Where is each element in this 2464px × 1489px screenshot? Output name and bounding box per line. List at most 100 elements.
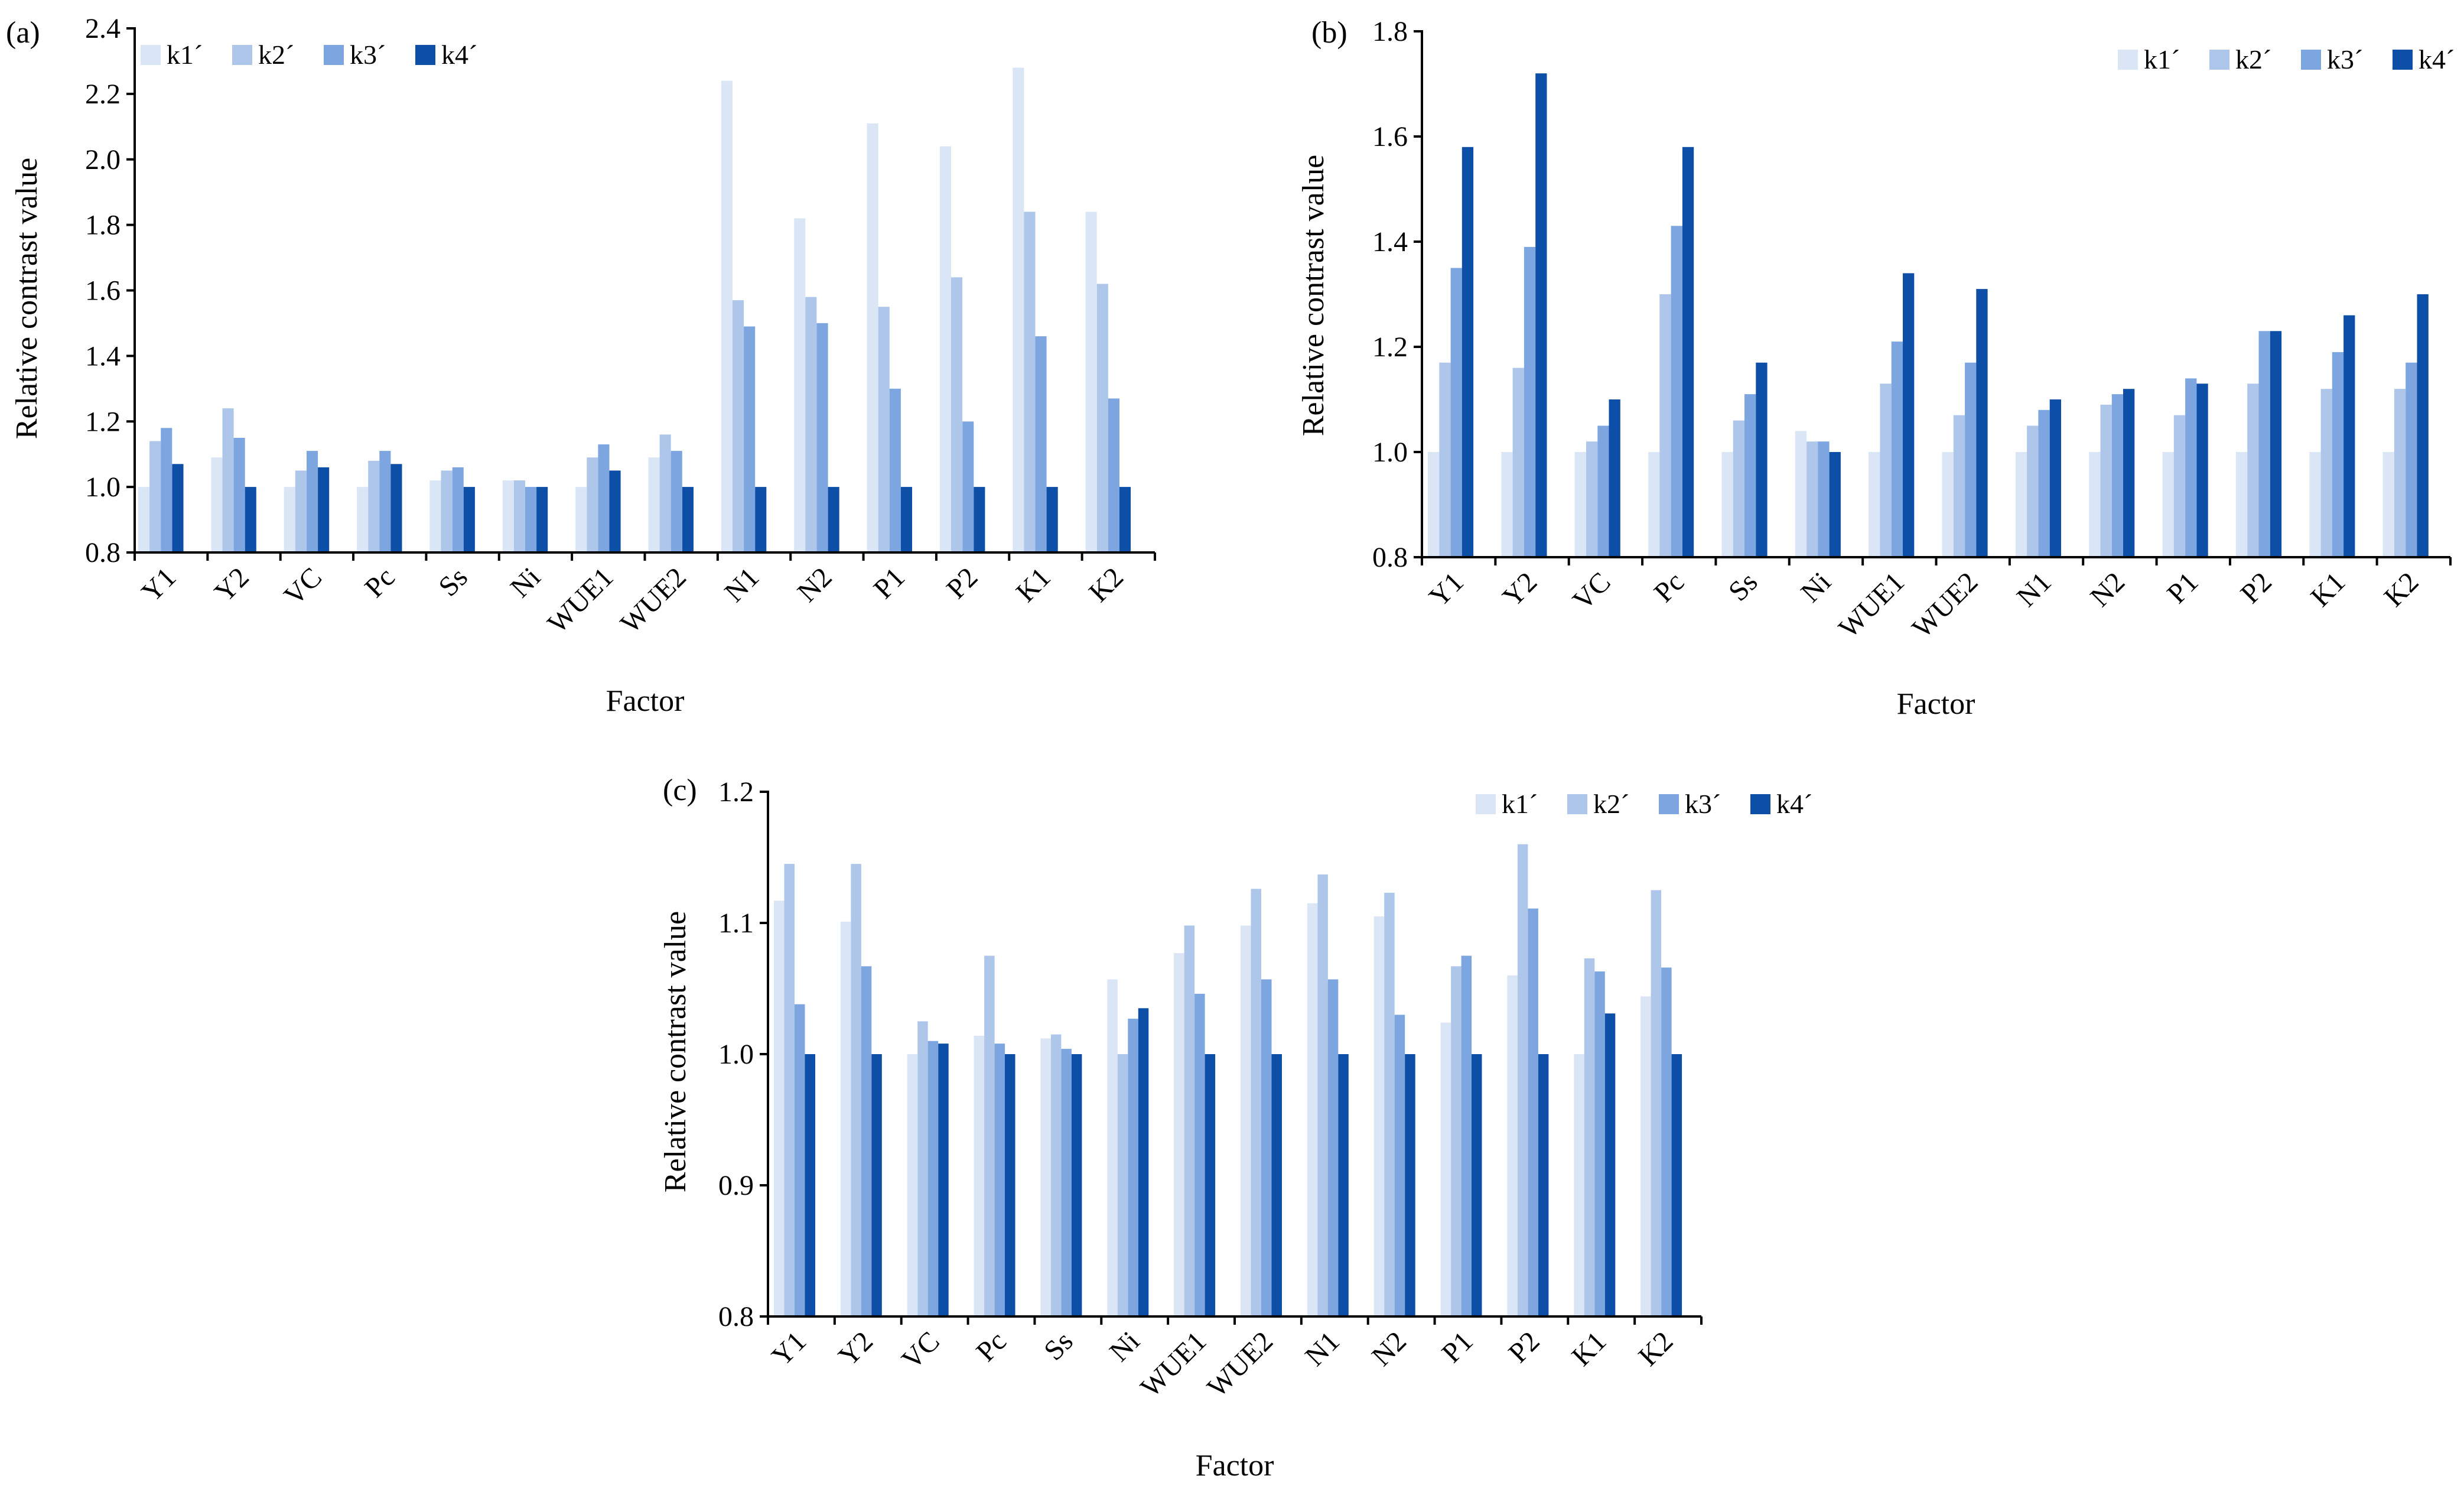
- panel-b-xtick-label: Y1: [1423, 566, 1470, 613]
- panel-b-legend-label: k4´: [2419, 44, 2455, 74]
- panel-a-y-axis-title: Relative contrast value: [10, 158, 44, 439]
- panel-b-bar-k2-Y2: [1512, 368, 1524, 557]
- panel-c-ytick-label: 0.9: [718, 1170, 754, 1201]
- panel-a-bar-k1-VC: [284, 487, 295, 552]
- panel-c-xtick-label: P1: [1436, 1325, 1479, 1368]
- panel-a-bar-k1-Y1: [138, 487, 150, 552]
- panel-a-bar-k1-N1: [721, 80, 733, 552]
- panel-a-bar-k3-Y1: [161, 428, 172, 552]
- panel-b-bar-k1-P2: [2235, 452, 2248, 557]
- panel-a-bar-k2-P1: [878, 307, 890, 552]
- panel-c-xtick-label: Pc: [970, 1325, 1012, 1367]
- panel-a-bars: [138, 67, 1131, 553]
- panel-a-bar-k3-K1: [1035, 336, 1047, 552]
- panel-c-ytick-label: 1.0: [718, 1039, 754, 1070]
- panel-b-bar-k3-Ss: [1744, 394, 1756, 557]
- panel-a-bar-k4-WUE2: [682, 487, 694, 552]
- panel-b-xtick-label: Y2: [1496, 566, 1543, 613]
- panel-c-bar-k2-Pc: [984, 955, 995, 1316]
- panel-b-bar-k4-Y1: [1462, 147, 1474, 558]
- panel-b-xtick-label: VC: [1567, 566, 1617, 616]
- panel-a-bar-k4-K1: [1046, 487, 1058, 552]
- panel-a-legend-swatch: [415, 45, 435, 65]
- panel-b-bar-k1-P1: [2162, 452, 2174, 557]
- panel-c-ytick-label: 1.2: [718, 776, 754, 808]
- panel-c: (c) Relative contrast value Factor 0.8 0…: [659, 773, 1812, 1483]
- panel-a-bar-k3-Y2: [233, 438, 245, 552]
- panel-c-bar-k2-Y1: [784, 864, 795, 1316]
- panel-b-bars: [1428, 73, 2429, 558]
- panel-b-legend-swatch: [2301, 50, 2321, 70]
- panel-c-bar-k3-WUE1: [1194, 993, 1205, 1316]
- panel-c-bar-k3-K1: [1594, 971, 1605, 1316]
- panel-c-bar-k1-Y1: [774, 900, 785, 1316]
- panel-a-bar-k1-Ni: [502, 480, 514, 552]
- panel-b-y-ticks: 0.8 1.0 1.2 1.4 1.6 1.8: [1372, 16, 1408, 573]
- panel-a-legend: k1´ k2´ k3´ k4´: [141, 40, 477, 70]
- panel-b-bar-k4-P1: [2196, 383, 2208, 557]
- panel-c-y-ticks: 0.8 0.9 1.0 1.1 1.2: [718, 776, 754, 1332]
- panel-a-bar-k4-P1: [900, 487, 912, 552]
- panel-a-legend-label: k3´: [350, 40, 386, 70]
- panel-b-bar-k2-K1: [2320, 389, 2332, 557]
- panel-b-ytick-label: 1.2: [1372, 331, 1408, 363]
- panel-c-bar-k3-P1: [1461, 955, 1472, 1316]
- panel-c-bar-k2-P1: [1451, 966, 1462, 1316]
- panel-b-ytick-label: 1.6: [1372, 121, 1408, 152]
- panel-c-bars: [774, 844, 1682, 1316]
- panel-b-label: (b): [1311, 16, 1347, 50]
- panel-c-bar-k4-N2: [1405, 1054, 1415, 1316]
- panel-a-bar-k4-Pc: [390, 464, 402, 552]
- panel-b-bar-k1-Y2: [1501, 452, 1513, 557]
- panel-c-bar-k3-N1: [1327, 979, 1339, 1316]
- panel-c-bar-k4-K1: [1604, 1013, 1616, 1316]
- panel-b-bar-k2-N1: [2027, 425, 2039, 557]
- panel-c-axes: [760, 791, 1703, 1325]
- panel-a-xtick-label: P2: [940, 561, 984, 604]
- panel-b-ytick-label: 0.8: [1372, 542, 1408, 573]
- panel-a-bar-k3-Pc: [379, 451, 391, 552]
- panel-b-bar-k3-Ni: [1818, 441, 1830, 557]
- panel-b-xtick-label: N2: [2084, 566, 2131, 613]
- panel-c-bar-k1-P2: [1507, 975, 1518, 1316]
- panel-b-bar-k4-VC: [1609, 399, 1620, 557]
- panel-c-bar-k2-Ss: [1050, 1034, 1062, 1316]
- panel-c-xtick-label: N2: [1366, 1325, 1412, 1372]
- panel-a-xtick-label: Y2: [209, 561, 255, 608]
- panel-a-ytick-label: 1.6: [85, 275, 121, 307]
- panel-b-bar-k2-Ss: [1733, 420, 1744, 557]
- panel-c-bar-k4-P1: [1472, 1054, 1482, 1316]
- panel-b-bar-k3-K2: [2406, 362, 2417, 557]
- panel-c-bar-k4-VC: [938, 1043, 949, 1316]
- panel-c-bar-k1-WUE1: [1174, 953, 1184, 1316]
- panel-b-axes: [1414, 30, 2452, 565]
- panel-a-bar-k4-Y1: [172, 464, 184, 552]
- panel-c-bar-k2-K2: [1651, 890, 1662, 1316]
- panel-c-bar-k3-Ni: [1128, 1019, 1138, 1316]
- panel-a-bar-k1-Y2: [211, 457, 223, 552]
- panel-a-legend-label: k4´: [441, 40, 477, 70]
- panel-b-bar-k3-K1: [2332, 352, 2344, 557]
- panel-a-bar-k1-K1: [1013, 67, 1024, 552]
- panel-b-y-axis-title: Relative contrast value: [1297, 155, 1330, 436]
- panel-a-xtick-label: Y1: [135, 561, 182, 608]
- panel-c-bar-k2-VC: [917, 1021, 928, 1316]
- panel-a-bar-k2-K2: [1096, 284, 1108, 552]
- panel-b-xtick-label: P1: [2161, 566, 2204, 609]
- panel-b-bar-k3-N1: [2038, 409, 2050, 557]
- panel-a-bar-k2-N1: [733, 300, 744, 552]
- panel-a-bar-k4-Y2: [245, 487, 256, 552]
- panel-b-bar-k2-K2: [2394, 389, 2406, 557]
- panel-a-bar-k2-Pc: [368, 460, 380, 552]
- panel-b-ytick-label: 1.0: [1372, 437, 1408, 468]
- panel-c-ytick-label: 1.1: [718, 908, 754, 939]
- panel-a-ytick-label: 2.0: [85, 144, 121, 175]
- panel-b-legend-label: k2´: [2235, 44, 2271, 74]
- panel-a-xtick-label: P1: [868, 561, 911, 604]
- panel-b-bar-k2-Pc: [1659, 294, 1671, 557]
- panel-c-bar-k1-K2: [1641, 996, 1651, 1316]
- panel-b-legend-swatch: [2118, 50, 2138, 70]
- panel-c-bar-k2-WUE2: [1251, 889, 1261, 1316]
- panel-b-bar-k1-Y1: [1428, 452, 1440, 557]
